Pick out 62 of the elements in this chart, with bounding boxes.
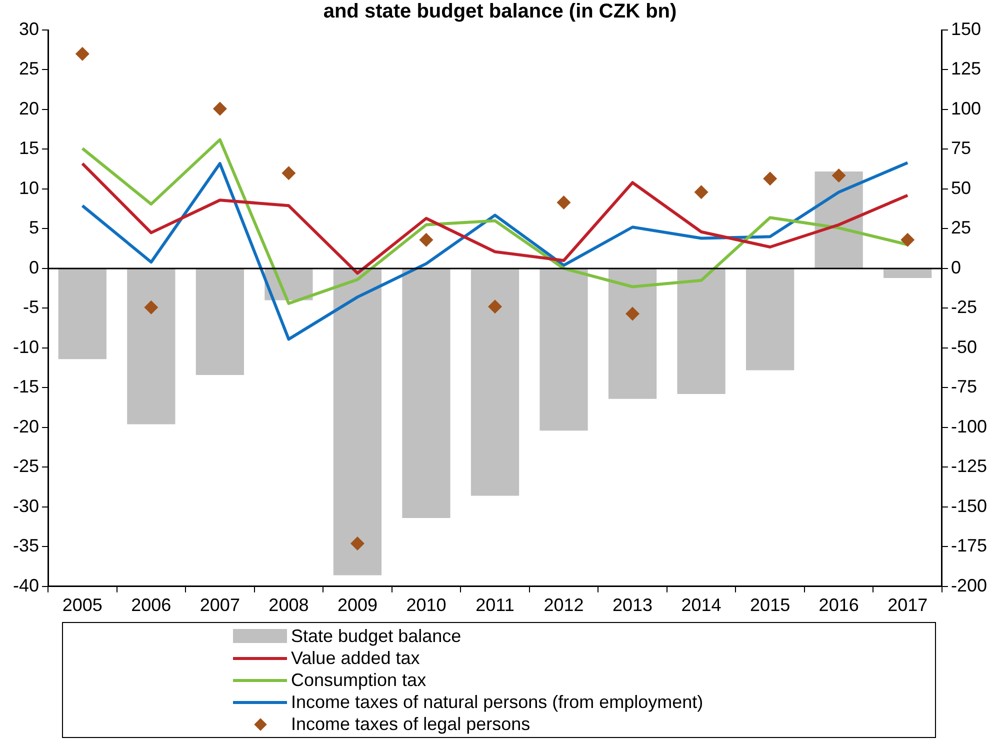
- point: [488, 300, 502, 314]
- y2-tick-label: 100: [950, 98, 982, 118]
- y-tick-label: -10: [13, 336, 40, 357]
- x-tick-label: 2015: [750, 595, 790, 616]
- x-tick-label: 2010: [406, 595, 446, 616]
- y-tick-label: 15: [18, 138, 40, 158]
- x-tick-label: 2005: [62, 595, 102, 616]
- point: [626, 306, 640, 321]
- point: [212, 102, 227, 116]
- y-tick-label: -40: [13, 575, 40, 596]
- y-tick-label: 30: [18, 18, 40, 39]
- point: [419, 232, 434, 247]
- x-tick-label: 2014: [681, 595, 722, 616]
- x-tick-label: 2008: [268, 595, 309, 616]
- point: [282, 166, 296, 180]
- point: [144, 300, 158, 314]
- y-tick-label: -20: [13, 416, 40, 436]
- x-tick-label: 2006: [131, 595, 172, 616]
- y2-tick-label: 25: [950, 218, 972, 238]
- y2-tick-label: -25: [950, 297, 977, 318]
- y-tick-label: 0: [29, 257, 40, 278]
- point: [75, 46, 90, 61]
- point: [556, 195, 571, 210]
- x-tick-label: 2009: [337, 595, 378, 616]
- point: [350, 536, 364, 550]
- point: [832, 168, 846, 182]
- y-tick-label: -5: [23, 297, 40, 318]
- y-tick-label: 25: [18, 58, 40, 79]
- y2-tick-label: -150: [950, 496, 988, 516]
- y2-tick-label: 75: [950, 138, 972, 158]
- point: [763, 172, 778, 186]
- y2-tick-label: -50: [950, 336, 977, 357]
- y2-tick-label: -125: [950, 456, 988, 476]
- legend-label: State budget balance: [291, 626, 462, 646]
- x-tick-label: 2013: [612, 595, 653, 616]
- chart-title: and state budget balance (in CZK bn): [323, 0, 677, 23]
- y2-tick-label: -200: [950, 575, 988, 596]
- legend-label: Income taxes of natural persons (from employment): [291, 692, 704, 712]
- y-tick-label: 20: [18, 98, 40, 118]
- y2-tick-label: 0: [950, 257, 961, 278]
- y-tick-label: 10: [18, 178, 40, 198]
- point: [694, 185, 708, 200]
- legend-label: Value added tax: [291, 648, 420, 668]
- x-tick-label: 2016: [818, 595, 859, 616]
- y2-tick-label: 50: [950, 178, 972, 198]
- x-tick-label: 2017: [888, 595, 928, 616]
- y-tick-label: -15: [13, 376, 40, 397]
- x-tick-label: 2011: [476, 595, 514, 616]
- y-tick-label: -25: [13, 456, 40, 476]
- y-tick-label: 5: [29, 218, 40, 238]
- legend-label: Income taxes of legal persons: [291, 714, 530, 734]
- y2-tick-label: 125: [950, 58, 982, 79]
- y2-tick-label: 150: [950, 18, 982, 39]
- y2-tick-label: -75: [950, 376, 977, 397]
- y-tick-label: -30: [13, 496, 40, 516]
- point: [900, 232, 915, 247]
- x-tick-label: 2007: [200, 595, 240, 616]
- x-tick-label: 2012: [544, 595, 584, 616]
- y2-tick-label: -100: [950, 416, 988, 436]
- y-tick-label: -35: [13, 536, 40, 556]
- y2-tick-label: -175: [950, 536, 988, 556]
- legend-label: Consumption tax: [291, 670, 426, 690]
